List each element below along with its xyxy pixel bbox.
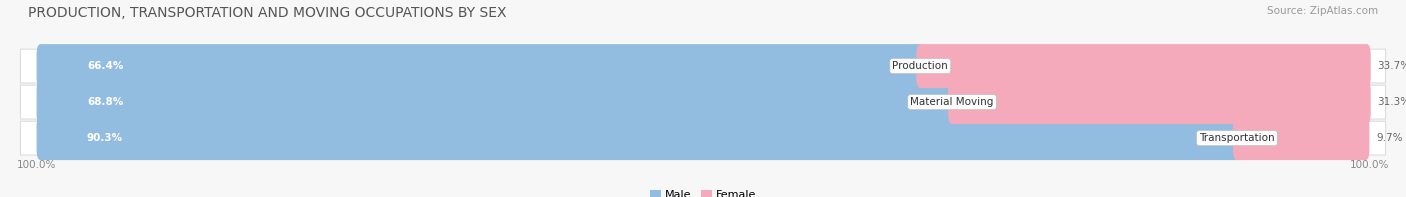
Text: 33.7%: 33.7% [1378, 61, 1406, 71]
Text: Material Moving: Material Moving [911, 97, 994, 107]
Text: Source: ZipAtlas.com: Source: ZipAtlas.com [1267, 6, 1378, 16]
FancyBboxPatch shape [21, 121, 1385, 155]
Text: PRODUCTION, TRANSPORTATION AND MOVING OCCUPATIONS BY SEX: PRODUCTION, TRANSPORTATION AND MOVING OC… [28, 6, 506, 20]
Text: 68.8%: 68.8% [87, 97, 124, 107]
Text: Transportation: Transportation [1199, 133, 1275, 143]
FancyBboxPatch shape [21, 49, 1385, 83]
Text: 9.7%: 9.7% [1376, 133, 1403, 143]
Legend: Male, Female: Male, Female [650, 190, 756, 197]
Text: 100.0%: 100.0% [1350, 160, 1389, 170]
FancyBboxPatch shape [948, 80, 1371, 124]
Text: 31.3%: 31.3% [1378, 97, 1406, 107]
FancyBboxPatch shape [37, 116, 1241, 160]
Text: 100.0%: 100.0% [17, 160, 56, 170]
Text: 66.4%: 66.4% [87, 61, 124, 71]
FancyBboxPatch shape [1233, 116, 1369, 160]
Text: Production: Production [893, 61, 948, 71]
Text: 90.3%: 90.3% [87, 133, 124, 143]
FancyBboxPatch shape [917, 44, 1371, 88]
FancyBboxPatch shape [37, 80, 956, 124]
FancyBboxPatch shape [21, 85, 1385, 119]
FancyBboxPatch shape [37, 44, 924, 88]
